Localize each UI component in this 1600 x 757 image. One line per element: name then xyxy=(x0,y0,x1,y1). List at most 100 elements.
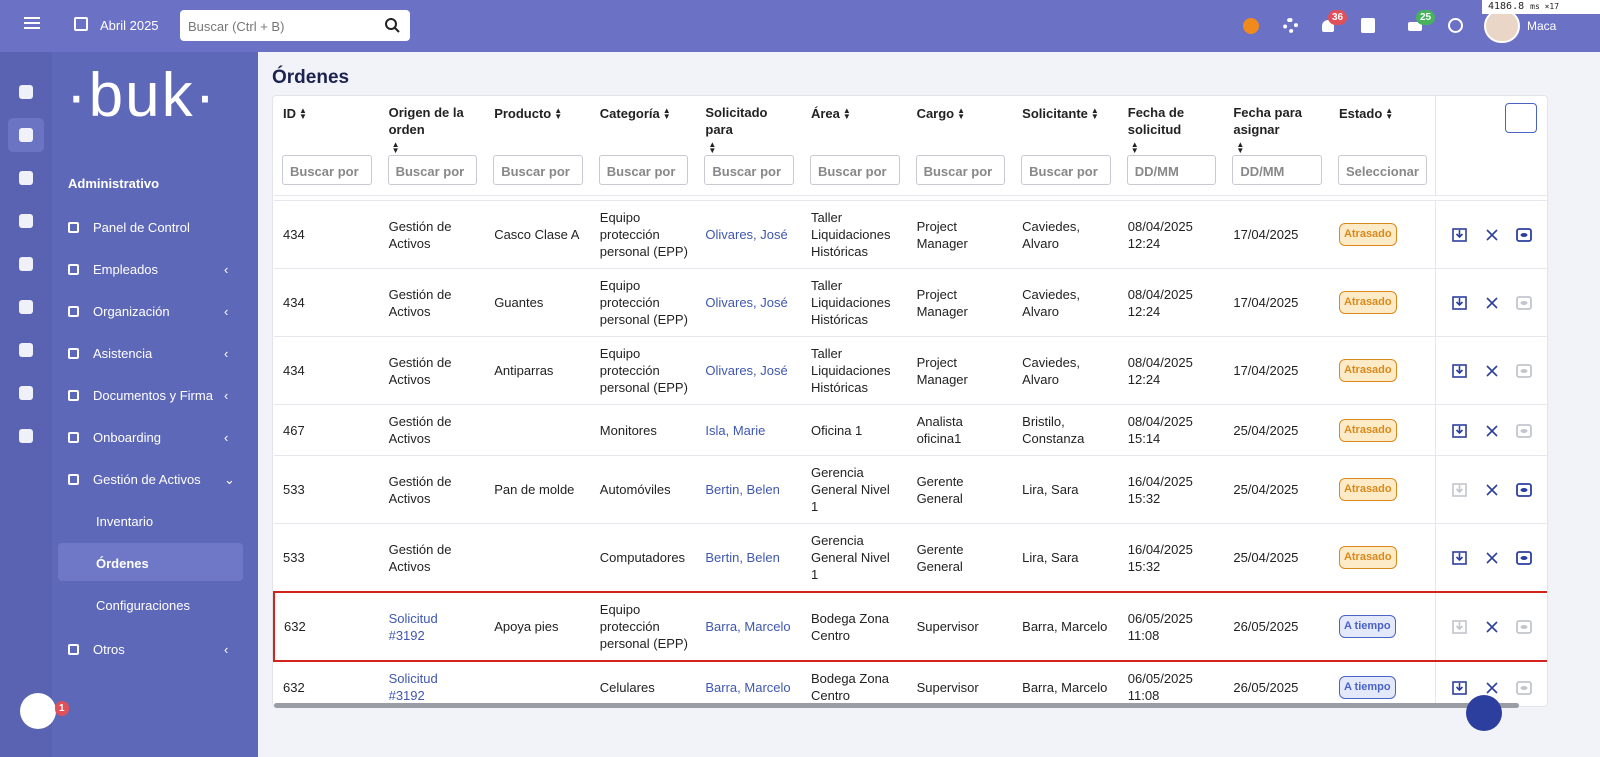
cell-link[interactable]: Bertin, Belen xyxy=(705,482,780,497)
spacer-row xyxy=(274,195,1547,201)
menu-button[interactable] xyxy=(24,17,40,19)
cell-link[interactable]: Bertin, Belen xyxy=(705,550,780,565)
column-header[interactable]: Área ▲ ▼ xyxy=(802,96,908,155)
menu-item[interactable]: Empleados xyxy=(68,262,158,277)
cell-link[interactable]: Olivares, José xyxy=(705,227,788,242)
download-action[interactable] xyxy=(1451,227,1469,243)
table-cell: Olivares, José xyxy=(696,268,802,337)
submenu-item[interactable]: Configuraciones xyxy=(96,598,190,613)
download-action[interactable] xyxy=(1451,619,1469,635)
cell-link[interactable]: Solicitud #3192 xyxy=(388,610,438,643)
table-cell: Guantes xyxy=(485,268,591,337)
cell-link[interactable]: Isla, Marie xyxy=(705,422,766,438)
cancel-action[interactable] xyxy=(1483,619,1501,635)
filter-input[interactable]: Buscar por xyxy=(598,155,689,185)
chat-button[interactable] xyxy=(20,693,56,729)
column-header[interactable]: Solicitante ▲ ▼ xyxy=(1013,96,1119,155)
view-action[interactable] xyxy=(1515,227,1533,243)
filter-input[interactable]: Buscar por xyxy=(282,155,372,185)
rail-icon[interactable] xyxy=(19,128,33,142)
messages-icon[interactable] xyxy=(1408,22,1422,31)
date[interactable]: Abril 2025 xyxy=(100,18,159,33)
menu-item[interactable]: Otros xyxy=(68,642,125,657)
submenu-item[interactable]: Inventario xyxy=(96,514,154,529)
download-action[interactable] xyxy=(1451,680,1469,696)
download-action[interactable] xyxy=(1451,482,1469,498)
menu-item[interactable]: Documentos y Firma xyxy=(68,388,213,403)
filter-input[interactable]: Buscar por xyxy=(704,155,794,185)
view-action[interactable] xyxy=(1515,363,1533,379)
column-header[interactable]: Categoría ▲ ▼ xyxy=(591,96,697,155)
view-action[interactable] xyxy=(1515,295,1533,311)
search-box[interactable]: Buscar (Ctrl + B) xyxy=(180,10,410,41)
orders-table: ID ▲ ▼ Origen de la orden▲ ▼ Producto ▲ ▼ Catego… xyxy=(273,96,1547,706)
column-header[interactable]: Origen de la orden ▲ ▼ xyxy=(380,96,486,155)
cancel-action[interactable] xyxy=(1483,423,1501,439)
scrollbar[interactable] xyxy=(274,703,1519,708)
rail-icon[interactable] xyxy=(19,386,33,400)
rail-icon[interactable] xyxy=(19,300,33,314)
view-action[interactable] xyxy=(1515,680,1533,696)
filter-input[interactable]: Buscar por xyxy=(1021,155,1111,185)
cancel-action[interactable] xyxy=(1483,295,1501,311)
view-action[interactable] xyxy=(1515,423,1533,439)
download-action[interactable] xyxy=(1451,423,1469,439)
cell-link[interactable]: Olivares, José xyxy=(705,363,788,378)
menu-item[interactable]: Panel de Control xyxy=(68,220,190,235)
view-action[interactable] xyxy=(1515,550,1533,566)
filter-input[interactable]: Buscar por xyxy=(915,155,1006,185)
columns-button[interactable] xyxy=(1505,103,1537,133)
cell-link[interactable]: Olivares, José xyxy=(705,295,788,310)
section-title: Administrativo xyxy=(68,176,160,191)
user-name[interactable]: Maca xyxy=(1527,19,1557,33)
cancel-action[interactable] xyxy=(1483,363,1501,379)
rail-icon[interactable] xyxy=(19,171,33,185)
rail-icon[interactable] xyxy=(19,257,33,271)
menu-item[interactable]: Organización xyxy=(68,304,170,319)
filter-input[interactable]: Buscar por xyxy=(493,155,583,185)
cell-link[interactable]: Barra, Marcelo xyxy=(705,619,791,634)
cancel-action[interactable] xyxy=(1483,482,1501,498)
download-action[interactable] xyxy=(1451,550,1469,566)
settings-icon[interactable] xyxy=(1283,18,1298,33)
help-bubble[interactable] xyxy=(1466,695,1502,731)
menu-item[interactable]: Onboarding xyxy=(68,430,161,445)
filter-input[interactable]: Seleccionar xyxy=(1337,155,1428,185)
cell-text: Barra, Marcelo xyxy=(1022,679,1108,695)
rail-icon[interactable] xyxy=(19,343,33,357)
download-action[interactable] xyxy=(1451,295,1469,311)
table-cell: 17/04/2025 xyxy=(1224,336,1330,405)
help-icon[interactable] xyxy=(1448,18,1463,33)
menu-chevron: ‹ xyxy=(224,346,229,361)
menu-item[interactable]: Gestión de Activos xyxy=(68,472,201,487)
status-icon[interactable] xyxy=(1243,18,1259,34)
column-header[interactable]: Fecha para asignar ▲ ▼ xyxy=(1224,96,1330,155)
column-header[interactable]: Fecha de solicitud ▲ ▼ xyxy=(1119,96,1225,155)
rail-icon[interactable] xyxy=(19,429,33,443)
topbar: Abril 2025 Buscar (Ctrl + B) 36 25 Maca … xyxy=(0,0,1600,52)
column-header[interactable]: Producto ▲ ▼ xyxy=(485,96,591,155)
filter-input[interactable]: DD/MM xyxy=(1126,155,1217,185)
filter-input[interactable]: Buscar por xyxy=(809,155,900,185)
avatar[interactable] xyxy=(1484,9,1520,43)
cancel-action[interactable] xyxy=(1483,680,1501,696)
column-header[interactable]: Cargo ▲ ▼ xyxy=(908,96,1014,155)
submenu-item[interactable]: Órdenes xyxy=(96,556,149,571)
view-action[interactable] xyxy=(1515,482,1533,498)
view-action[interactable] xyxy=(1515,619,1533,635)
column-header[interactable]: Solicitado para ▲ ▼ xyxy=(696,96,802,155)
spacer xyxy=(274,195,1547,201)
cancel-action[interactable] xyxy=(1483,227,1501,243)
tasks-icon[interactable] xyxy=(1361,18,1375,33)
download-action[interactable] xyxy=(1451,363,1469,379)
filter-input[interactable]: Buscar por xyxy=(387,155,478,185)
cell-link[interactable]: Solicitud #3192 xyxy=(388,671,438,703)
menu-item[interactable]: Asistencia xyxy=(68,346,152,361)
rail-icon[interactable] xyxy=(19,85,33,99)
cell-link[interactable]: Barra, Marcelo xyxy=(705,679,791,695)
filter-input[interactable]: DD/MM xyxy=(1232,155,1322,185)
column-header[interactable]: Estado ▲ ▼ xyxy=(1330,96,1436,155)
rail-icon[interactable] xyxy=(19,214,33,228)
cancel-action[interactable] xyxy=(1483,550,1501,566)
column-header[interactable]: ID ▲ ▼ xyxy=(274,96,380,155)
